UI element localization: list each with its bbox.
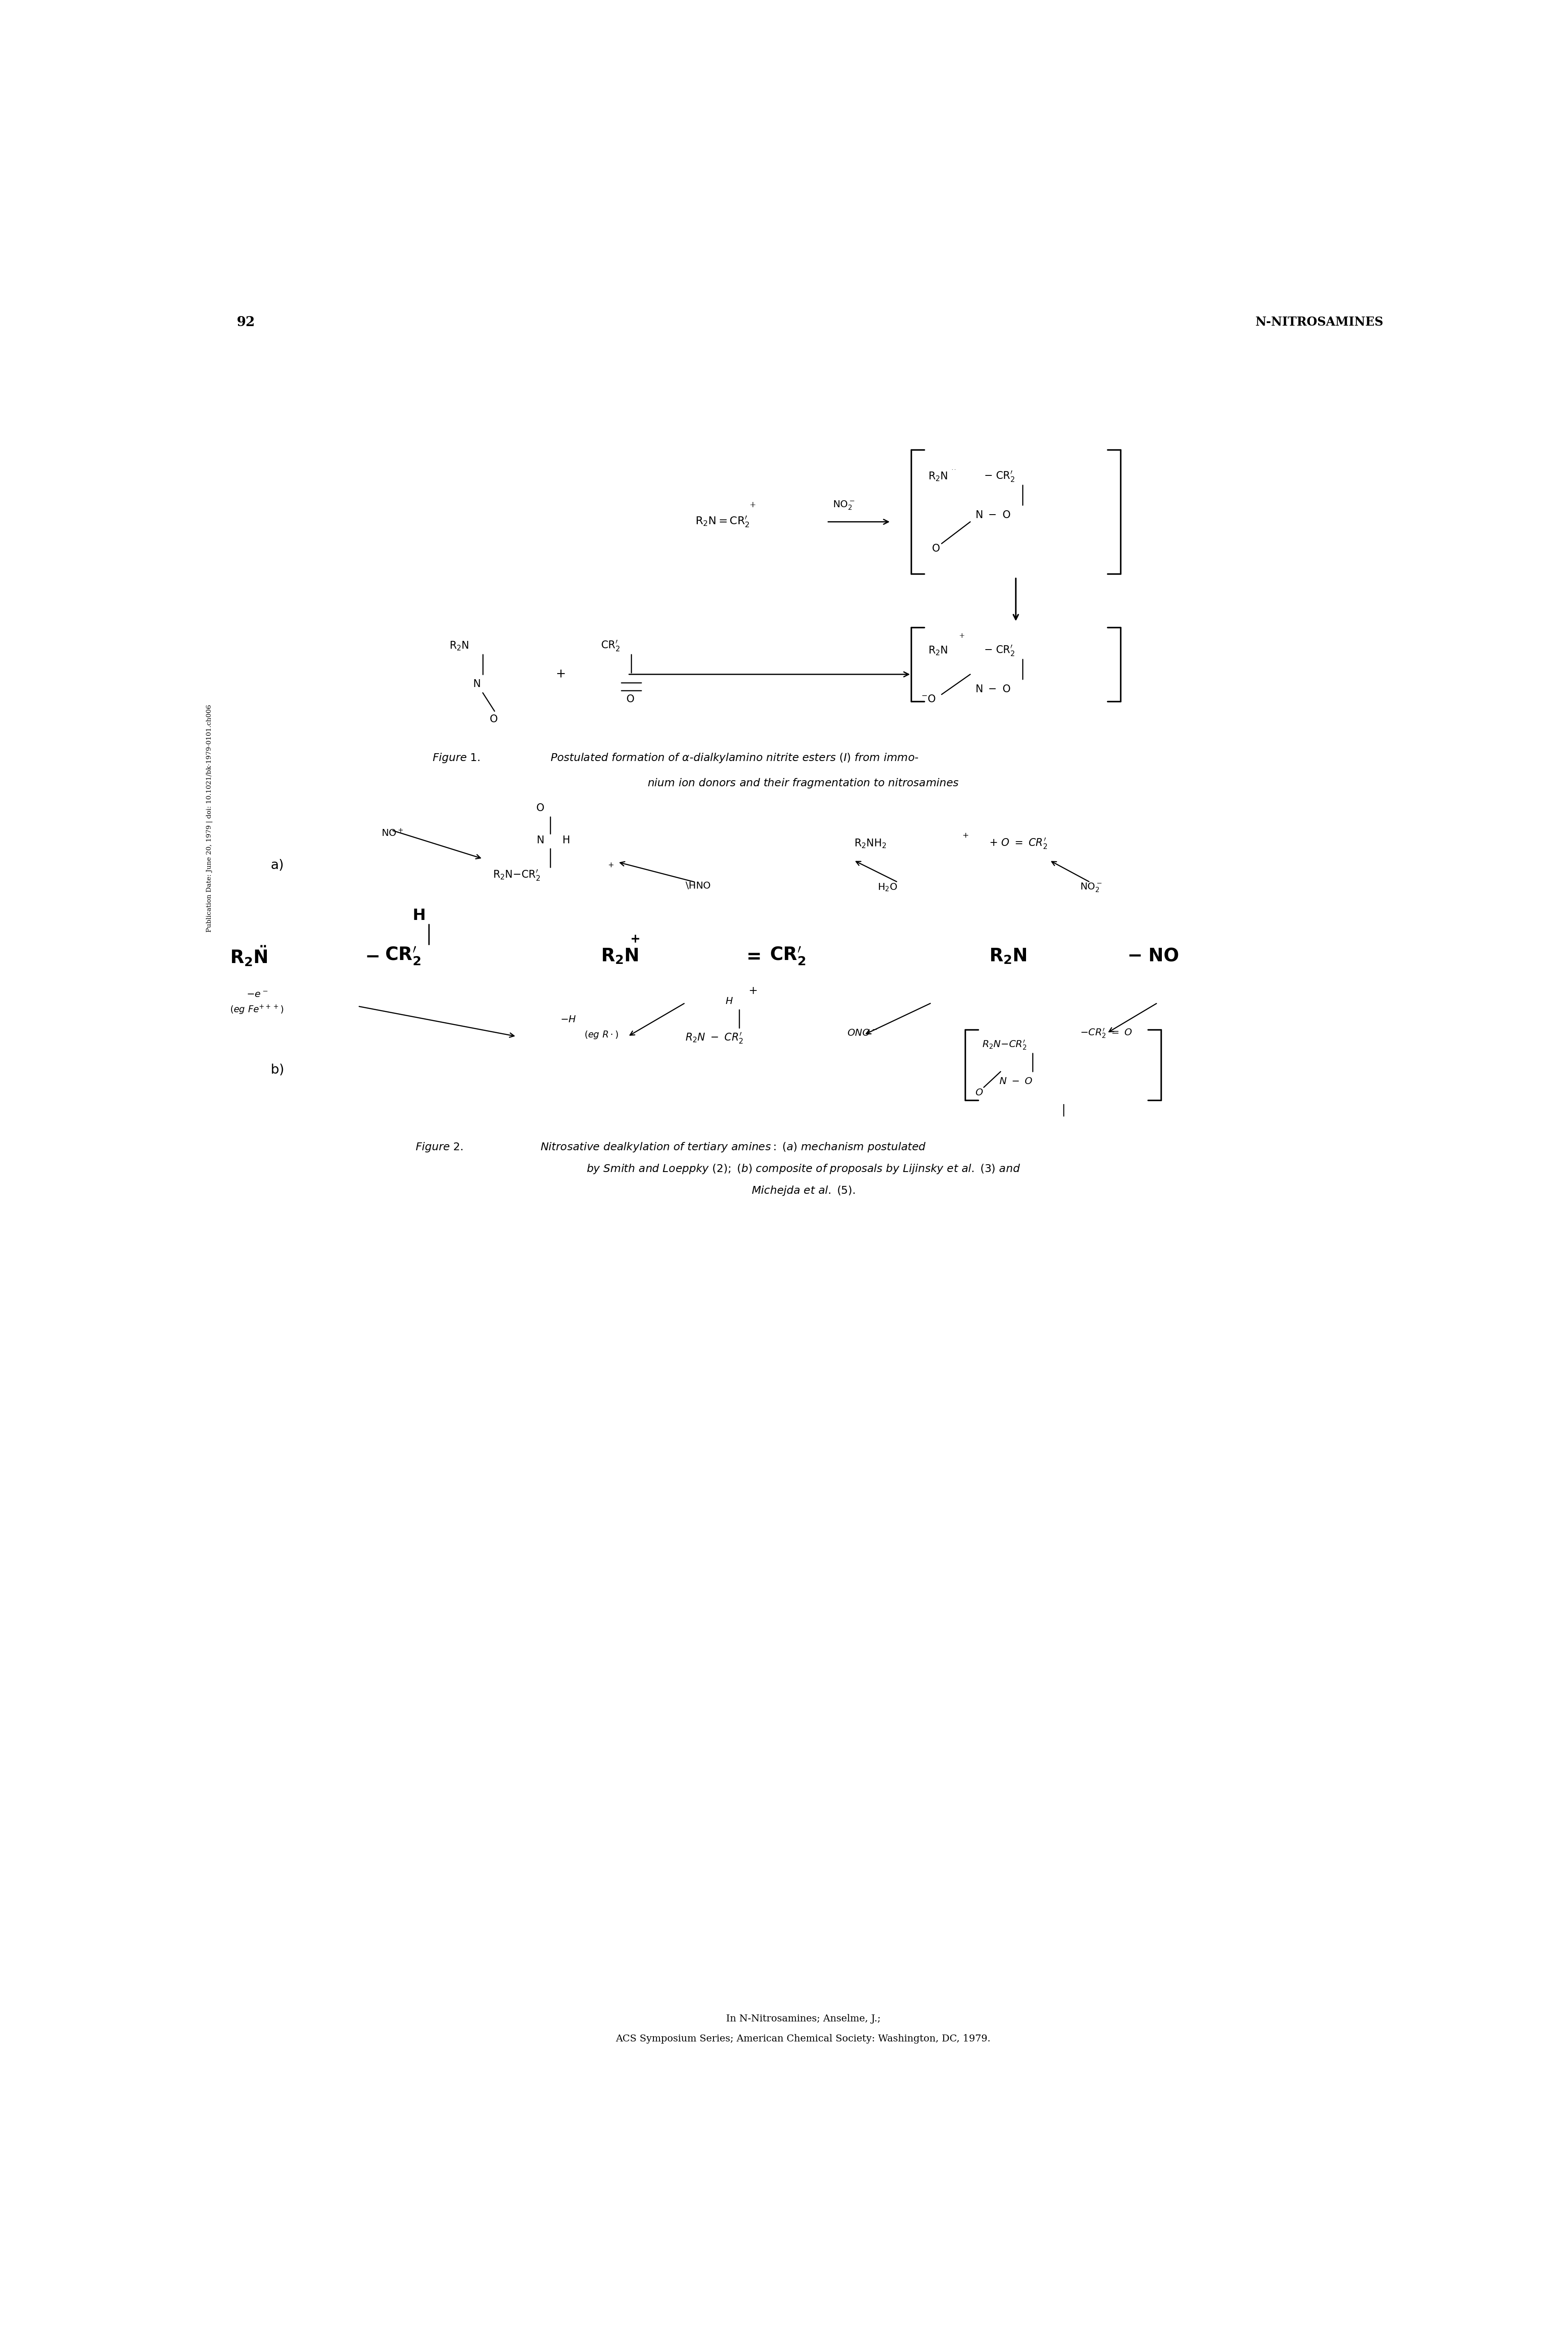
Text: N-NITROSAMINES: N-NITROSAMINES: [1256, 317, 1383, 329]
Text: $O$: $O$: [975, 1089, 983, 1098]
Text: $\mathbf{H}$: $\mathbf{H}$: [412, 907, 425, 924]
Text: $\mathsf{N\ -\ O}$: $\mathsf{N\ -\ O}$: [975, 684, 1011, 694]
Text: $\mathrm{b)}$: $\mathrm{b)}$: [270, 1063, 284, 1077]
Text: $+$: $+$: [608, 863, 615, 870]
Text: $\mathbf{=}$: $\mathbf{=}$: [743, 947, 760, 966]
Text: $\mathit{nium\ ion\ donors\ and\ their\ fragmentation\ to\ nitrosamines}$: $\mathit{nium\ ion\ donors\ and\ their\ …: [648, 778, 960, 790]
Text: $\mathsf{..}$: $\mathsf{..}$: [950, 465, 956, 470]
Text: $\mathbf{R_2\ddot{N}}$: $\mathbf{R_2\ddot{N}}$: [230, 945, 268, 966]
Text: $R_2N\ -\ CR_2^\prime$: $R_2N\ -\ CR_2^\prime$: [685, 1032, 743, 1044]
Text: $\mathsf{H_2O}$: $\mathsf{H_2O}$: [878, 882, 897, 893]
Text: $\mathsf{-\ CR_2^\prime}$: $\mathsf{-\ CR_2^\prime}$: [983, 644, 1014, 658]
Text: $\mathit{by\ Smith\ and\ Loeppky\ (2);\ (b)\ composite\ of\ proposals\ by\ Lijin: $\mathit{by\ Smith\ and\ Loeppky\ (2);\ …: [586, 1164, 1021, 1176]
Text: $\mathsf{N}$: $\mathsf{N}$: [536, 835, 544, 846]
Text: $\mathbf{-}$: $\mathbf{-}$: [365, 947, 379, 966]
Text: $\mathsf{O}$: $\mathsf{O}$: [489, 715, 499, 724]
Text: $R_2N{-}CR_2^\prime$: $R_2N{-}CR_2^\prime$: [982, 1039, 1027, 1051]
Text: $\mathbf{CR_2^\prime}$: $\mathbf{CR_2^\prime}$: [384, 945, 420, 966]
Text: $\mathit{Postulated\ formation\ of\ \alpha\text{-}dialkylamino\ nitrite\ esters\: $\mathit{Postulated\ formation\ of\ \alp…: [550, 752, 919, 764]
Text: ACS Symposium Series; American Chemical Society: Washington, DC, 1979.: ACS Symposium Series; American Chemical …: [616, 2034, 991, 2043]
Text: $\mathsf{CR_2^\prime}$: $\mathsf{CR_2^\prime}$: [601, 639, 619, 654]
Text: $\mathsf{N\ -\ O}$: $\mathsf{N\ -\ O}$: [975, 510, 1011, 520]
Text: $+$: $+$: [961, 832, 969, 839]
Text: $\mathsf{NO^+}$: $\mathsf{NO^+}$: [381, 828, 403, 839]
Text: $\mathsf{R_2N{=}CR_2^\prime}$: $\mathsf{R_2N{=}CR_2^\prime}$: [695, 515, 750, 529]
Text: $N\ -\ O$: $N\ -\ O$: [999, 1077, 1032, 1086]
Text: $\mathit{Figure\ 2.}$: $\mathit{Figure\ 2.}$: [416, 1140, 463, 1152]
Text: $\mathit{Nitrosative\ dealkylation\ of\ tertiary\ amines:\ (a)\ mechanism\ postu: $\mathit{Nitrosative\ dealkylation\ of\ …: [539, 1140, 927, 1152]
Text: $\mathbf{+}$: $\mathbf{+}$: [630, 933, 640, 945]
Text: $|$: $|$: [1062, 1103, 1065, 1117]
Text: $\mathsf{R_2N{-}CR_2^\prime}$: $\mathsf{R_2N{-}CR_2^\prime}$: [492, 870, 541, 882]
Text: $\mathsf{NO_2^-}$: $\mathsf{NO_2^-}$: [1080, 882, 1102, 893]
Text: $H$: $H$: [724, 997, 732, 1006]
Text: $\mathsf{NO_2^-}$: $\mathsf{NO_2^-}$: [833, 498, 855, 510]
Text: $-e^-$: $-e^-$: [246, 990, 268, 999]
Text: $\mathsf{R_2N}$: $\mathsf{R_2N}$: [928, 470, 947, 482]
Text: $(eg\ Fe^{+++})$: $(eg\ Fe^{+++})$: [230, 1004, 284, 1016]
Text: $\mathsf{\backslash HNO}$: $\mathsf{\backslash HNO}$: [685, 882, 710, 891]
Text: $\mathsf{R_2NH_2}$: $\mathsf{R_2NH_2}$: [855, 837, 886, 849]
Text: $\mathsf{O}$: $\mathsf{O}$: [931, 543, 939, 552]
Text: $\mathsf{-\ CR_2^\prime}$: $\mathsf{-\ CR_2^\prime}$: [983, 470, 1014, 484]
Text: $-CR_2^\prime\ =\ O$: $-CR_2^\prime\ =\ O$: [1080, 1027, 1132, 1039]
Text: $(eg\ R\cdot)$: $(eg\ R\cdot)$: [583, 1030, 618, 1039]
Text: +: +: [750, 501, 756, 508]
Text: $\mathrm{a)}$: $\mathrm{a)}$: [270, 858, 284, 872]
Text: $\mathit{Figure\ 1.}$: $\mathit{Figure\ 1.}$: [433, 752, 480, 764]
Text: $\mathbf{-\ NO}$: $\mathbf{-\ NO}$: [1127, 947, 1179, 966]
Text: $\mathsf{R_2N}$: $\mathsf{R_2N}$: [448, 639, 469, 651]
Text: $\mathsf{O}$: $\mathsf{O}$: [536, 804, 544, 813]
Text: Publication Date: June 20, 1979 | doi: 10.1021/bk-1979-0101.ch006: Publication Date: June 20, 1979 | doi: 1…: [207, 705, 213, 933]
Text: $\mathsf{R_2N}$: $\mathsf{R_2N}$: [928, 644, 947, 656]
Text: $ONO^-$: $ONO^-$: [847, 1027, 878, 1037]
Text: $\mathsf{^{-}O}$: $\mathsf{^{-}O}$: [922, 694, 936, 705]
Text: $\mathsf{N}$: $\mathsf{N}$: [472, 679, 480, 689]
Text: $\mathbf{R_2N}$: $\mathbf{R_2N}$: [989, 947, 1027, 966]
Text: $\mathbf{CR_2^\prime}$: $\mathbf{CR_2^\prime}$: [770, 945, 806, 966]
Text: $\mathsf{H}$: $\mathsf{H}$: [561, 835, 569, 846]
Text: $\mathbf{R_2N}$: $\mathbf{R_2N}$: [601, 947, 638, 966]
Text: $+$: $+$: [555, 668, 564, 679]
Text: $+\ O\ =\ CR_2^\prime$: $+\ O\ =\ CR_2^\prime$: [989, 837, 1047, 851]
Text: $\mathit{Michejda\ et\ al.\ (5).}$: $\mathit{Michejda\ et\ al.\ (5).}$: [751, 1185, 855, 1197]
Text: 92: 92: [237, 315, 256, 329]
Text: In N-Nitrosamines; Anselme, J.;: In N-Nitrosamines; Anselme, J.;: [726, 2015, 881, 2024]
Text: $\mathsf{O}$: $\mathsf{O}$: [626, 694, 635, 705]
Text: $-H$: $-H$: [560, 1016, 577, 1025]
Text: $+$: $+$: [748, 985, 757, 997]
Text: +: +: [958, 632, 964, 639]
